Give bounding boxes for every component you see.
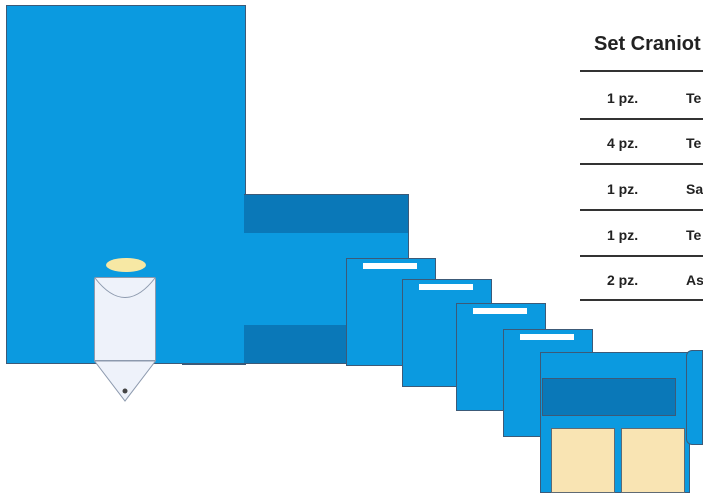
sheet-label-strip [419,284,473,290]
row-name: Te [686,135,702,151]
bag-tip-icon [94,361,156,402]
drape-shelf-line [182,363,246,365]
table-rule [580,209,703,211]
table-rule [580,118,703,120]
row-name: Sa [686,181,703,197]
row-qty: 1 pz. [607,227,639,243]
row-qty: 1 pz. [607,90,639,106]
pack-band [542,378,676,416]
row-qty: 2 pz. [607,272,639,288]
bag-flap-icon [94,277,156,298]
row-qty: 1 pz. [607,181,639,197]
sponge-icon [106,258,146,272]
sheet-label-strip [363,263,417,269]
bag-icon [94,277,156,361]
pad-icon [621,428,685,493]
row-name: Te [686,227,702,243]
set-title: Set Craniot [594,33,701,55]
table-rule [580,163,703,165]
drape-band-top [244,195,408,233]
pad-icon [551,428,615,493]
table-rule [580,255,703,257]
table-rule [580,70,703,72]
rolled-drape-icon [686,350,703,445]
table-rule [580,299,703,301]
sheet-label-strip [520,334,574,340]
row-qty: 4 pz. [607,135,639,151]
row-name: As [686,272,703,288]
sheet-label-strip [473,308,527,314]
row-name: Te [686,90,702,106]
